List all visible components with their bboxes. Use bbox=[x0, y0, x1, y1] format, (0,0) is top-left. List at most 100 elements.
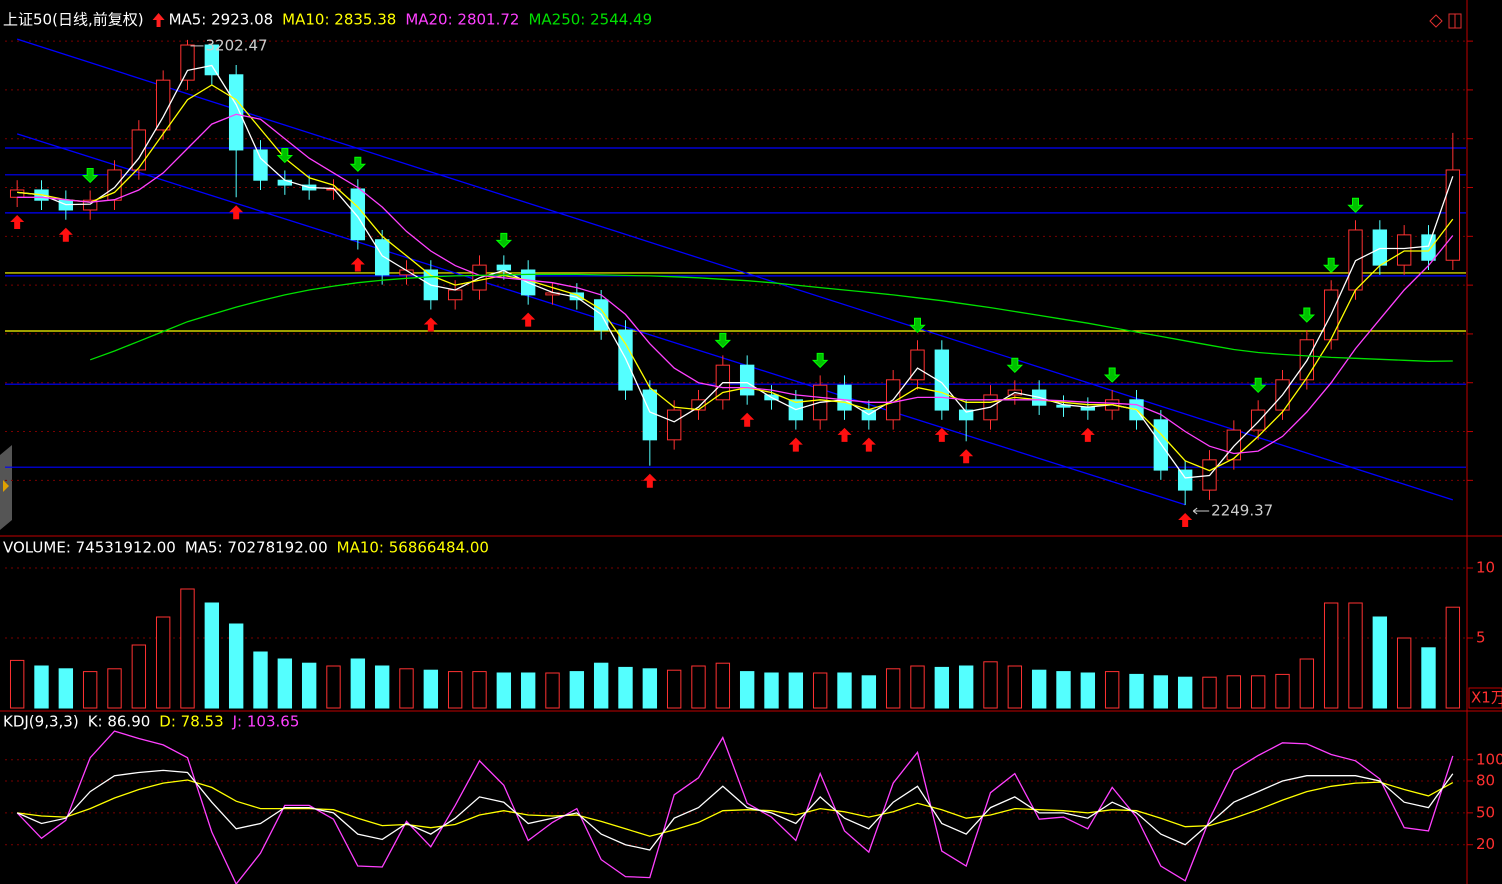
sell-signal bbox=[1322, 257, 1340, 273]
y-tick-label: 5 bbox=[1476, 629, 1486, 647]
volume-bar bbox=[1421, 647, 1436, 709]
chart-title: VOLUME: 74531912.00 bbox=[3, 539, 176, 557]
volume-bar bbox=[326, 665, 341, 709]
low-label: 2249.37 bbox=[1211, 502, 1273, 520]
volume-bar bbox=[399, 668, 414, 709]
candle-body bbox=[131, 129, 147, 171]
candle-body bbox=[1153, 419, 1169, 471]
volume-bar bbox=[1177, 676, 1193, 709]
volume-bar bbox=[1007, 665, 1023, 709]
volume-bar bbox=[1250, 675, 1266, 709]
volume-bar bbox=[715, 662, 731, 709]
candle-body bbox=[447, 289, 463, 301]
buy-signal bbox=[423, 317, 438, 332]
buy-signal bbox=[837, 427, 852, 442]
candle-body bbox=[374, 239, 390, 276]
legend-entry: J: 103.65 bbox=[232, 713, 300, 731]
trend-line bbox=[16, 38, 1454, 501]
candle-body bbox=[350, 188, 366, 241]
candle-body bbox=[1445, 169, 1461, 261]
volume-bar bbox=[9, 659, 25, 709]
volume-bar bbox=[885, 668, 901, 709]
volume-bar bbox=[472, 671, 487, 709]
buy-signal bbox=[58, 227, 73, 242]
line bbox=[16, 769, 1454, 851]
line bbox=[17, 84, 1454, 472]
volume-bar bbox=[204, 602, 220, 709]
buy-signal bbox=[642, 473, 657, 488]
icon[interactable] bbox=[1429, 14, 1443, 28]
legend-entry: D: 78.53 bbox=[159, 713, 223, 731]
volume-bar bbox=[82, 671, 98, 709]
candle-body bbox=[1226, 429, 1242, 461]
volume-bar bbox=[180, 588, 195, 709]
candle-body bbox=[253, 149, 268, 181]
legend-entry: K: 86.90 bbox=[88, 713, 151, 731]
sell-signal bbox=[1249, 377, 1267, 394]
volume-bar bbox=[350, 658, 366, 709]
volume-bar bbox=[1299, 658, 1315, 709]
volume-bar bbox=[958, 665, 974, 709]
volume-bar bbox=[983, 661, 998, 709]
sell-signal bbox=[81, 167, 99, 184]
volume-bar bbox=[618, 666, 633, 709]
candle-body bbox=[1396, 234, 1412, 266]
candle-body bbox=[618, 329, 633, 391]
candle-body bbox=[739, 364, 755, 396]
buy-signal bbox=[861, 437, 876, 452]
volume-bar bbox=[764, 672, 779, 709]
volume-bar bbox=[666, 669, 682, 709]
candle-body bbox=[204, 44, 220, 76]
candle-body bbox=[934, 349, 950, 411]
side-tab-arrow bbox=[3, 480, 9, 492]
extreme-pointer bbox=[1192, 507, 1210, 515]
legend-entry: MA10: 2835.38 bbox=[282, 11, 396, 29]
volume-bar bbox=[496, 672, 512, 709]
volume-bar bbox=[1104, 671, 1120, 709]
y-tick-label: 50 bbox=[1476, 803, 1495, 821]
buy-signal bbox=[521, 312, 536, 327]
volume-bar bbox=[1372, 616, 1388, 709]
candle-body bbox=[837, 384, 852, 411]
volume-bar bbox=[1323, 602, 1339, 709]
candle-body bbox=[642, 389, 658, 441]
volume-bar bbox=[739, 671, 755, 709]
volume-bar bbox=[1348, 602, 1363, 709]
volume-bar bbox=[788, 672, 804, 709]
y-tick-label: 100 bbox=[1476, 750, 1502, 768]
volume-bar bbox=[1080, 672, 1096, 709]
volume-bar bbox=[253, 651, 268, 709]
volume-bar bbox=[447, 671, 463, 709]
sell-signal bbox=[349, 156, 367, 172]
y-tick-label: 20 bbox=[1476, 835, 1495, 853]
candle-body bbox=[155, 79, 171, 131]
volume-bar bbox=[593, 662, 609, 709]
candle-body bbox=[958, 409, 974, 421]
volume-bar bbox=[34, 665, 49, 709]
volume-bar bbox=[131, 644, 147, 709]
candle-body bbox=[1177, 469, 1193, 491]
sell-signal bbox=[714, 332, 732, 349]
candle-body bbox=[107, 169, 122, 201]
candle-body bbox=[1421, 234, 1436, 261]
buy-signal bbox=[740, 412, 755, 427]
volume-bar bbox=[1129, 673, 1144, 709]
volume-bar bbox=[1056, 671, 1071, 709]
sell-signal bbox=[1006, 357, 1024, 374]
volume-bar bbox=[374, 665, 390, 709]
buy-signal bbox=[959, 449, 974, 464]
volume-bar bbox=[934, 666, 950, 709]
buy-signal bbox=[788, 437, 803, 452]
volume-bar bbox=[642, 668, 658, 709]
buy-signal bbox=[1080, 427, 1095, 442]
line bbox=[17, 64, 1454, 479]
chart-title: 上证50(日线,前复权) bbox=[3, 11, 144, 29]
legend-entry: MA20: 2801.72 bbox=[405, 11, 519, 29]
volume-bar bbox=[1202, 676, 1217, 709]
legend-entry: MA10: 56866484.00 bbox=[337, 539, 489, 557]
candle-body bbox=[9, 189, 25, 198]
volume-bar bbox=[1031, 669, 1047, 709]
candle-body bbox=[180, 44, 195, 81]
line bbox=[16, 730, 1454, 884]
